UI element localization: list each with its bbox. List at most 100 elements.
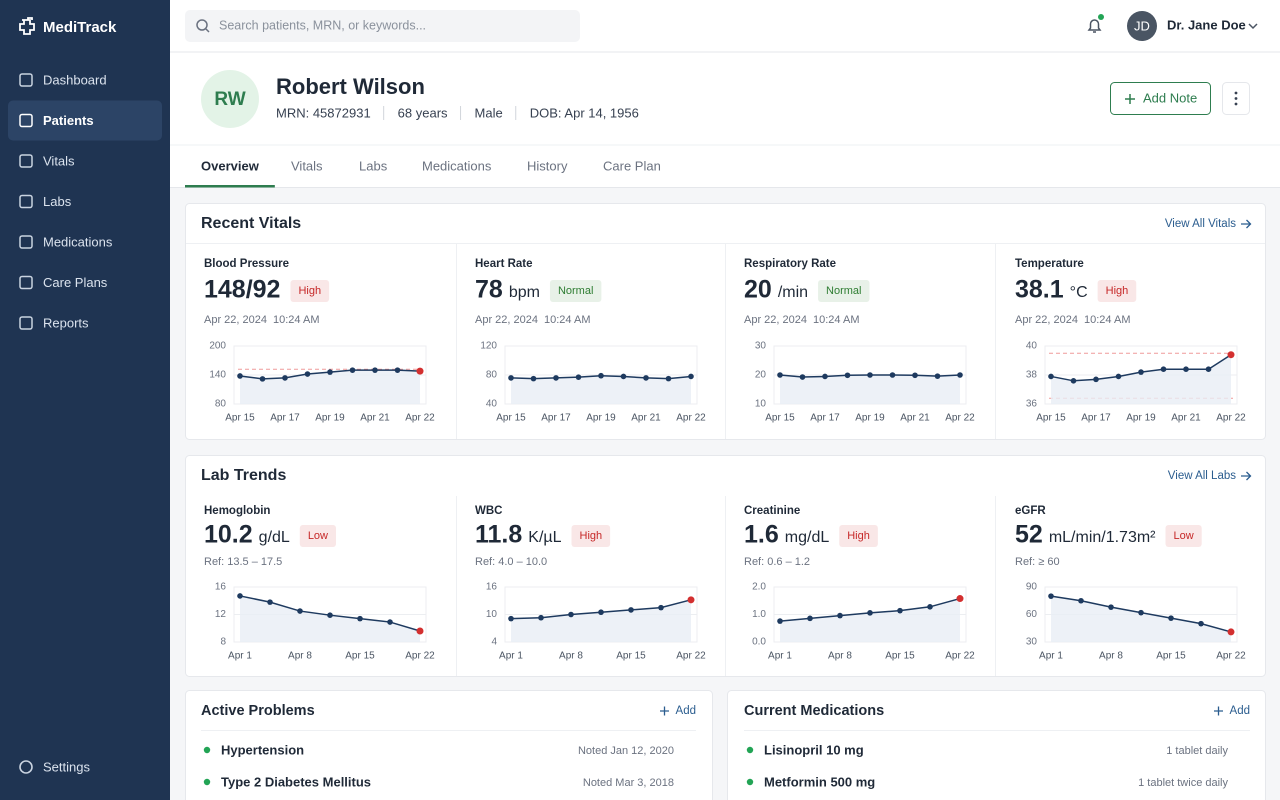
user-menu-chevron[interactable] <box>1248 23 1258 30</box>
data-point <box>282 375 288 381</box>
data-point <box>568 611 574 618</box>
item-name[interactable]: Metformin 500 mg <box>764 774 875 789</box>
y-tick-label: 8 <box>220 637 226 648</box>
user-name[interactable]: Dr. Jane Doe <box>1167 17 1246 32</box>
section-title: Active Problems <box>201 703 315 719</box>
card-value: 1.6 <box>744 521 779 549</box>
card-unit: mg/dL <box>785 529 830 546</box>
tab[interactable]: Medications <box>422 158 492 173</box>
notifications[interactable] <box>1087 19 1102 33</box>
data-point <box>1108 604 1114 610</box>
card-ref: Ref: 13.5 – 17.5 <box>204 556 282 568</box>
tab[interactable]: History <box>527 158 568 173</box>
card-time: 10:24 AM <box>544 314 590 326</box>
tab[interactable]: Vitals <box>291 158 323 173</box>
y-tick-label: 60 <box>1026 609 1038 620</box>
x-tick-label: Apr 15 <box>345 651 375 662</box>
x-tick-label: Apr 17 <box>270 413 300 424</box>
y-tick-label: 10 <box>486 609 498 620</box>
x-tick-label: Apr 19 <box>1126 413 1156 424</box>
data-point <box>867 610 873 616</box>
x-tick-label: Apr 22 <box>405 651 435 662</box>
x-tick-label: Apr 22 <box>1216 413 1246 424</box>
add-note-label: Add Note <box>1143 90 1197 105</box>
section-link[interactable]: View All Vitals <box>1165 218 1236 230</box>
status-badge-label: Normal <box>826 285 861 297</box>
status-dot <box>203 746 211 754</box>
user-avatar[interactable] <box>1127 11 1157 41</box>
item-detail: 1 tablet daily <box>1166 745 1228 757</box>
section-link[interactable]: View All Labs <box>1168 470 1236 482</box>
add-icon <box>660 706 669 716</box>
tab[interactable]: Labs <box>359 158 388 173</box>
nav-icon <box>19 235 33 249</box>
settings-link[interactable]: Settings <box>43 759 90 774</box>
y-tick-label: 120 <box>480 341 497 352</box>
nav-item[interactable]: Reports <box>43 315 89 330</box>
tab[interactable]: Overview <box>201 158 260 173</box>
nav-icon <box>19 73 33 87</box>
add-note-button[interactable] <box>1110 82 1211 115</box>
nav-item[interactable]: Care Plans <box>43 275 108 290</box>
data-point <box>807 615 813 622</box>
notification-dot <box>1098 14 1104 20</box>
y-tick-label: 200 <box>209 341 226 352</box>
data-point <box>844 372 851 379</box>
x-tick-label: Apr 17 <box>1081 413 1111 424</box>
card-date: Apr 22, 2024 <box>1015 314 1078 326</box>
card-ref: Ref: 4.0 – 10.0 <box>475 556 547 568</box>
data-point <box>1160 366 1167 373</box>
data-point <box>327 369 333 375</box>
data-point <box>1048 373 1054 380</box>
item-name[interactable]: Type 2 Diabetes Mellitus <box>221 774 371 789</box>
data-point <box>1205 366 1212 373</box>
nav: Dashboard Patients Vitals Labs Medications Ca… <box>8 72 162 330</box>
data-point <box>297 608 303 614</box>
y-tick-label: 80 <box>215 399 227 410</box>
status-badge-label: High <box>847 530 870 542</box>
data-point <box>658 604 664 611</box>
settings-icon <box>19 760 33 774</box>
y-tick-label: 4 <box>491 637 497 648</box>
nav-item[interactable]: Patients <box>43 113 94 128</box>
status-badge <box>571 525 611 547</box>
card-time: 10:24 AM <box>813 314 859 326</box>
nav-item[interactable]: Dashboard <box>43 72 107 87</box>
x-tick-label: Apr 8 <box>288 651 312 662</box>
tab[interactable]: Care Plan <box>603 158 661 173</box>
nav-item[interactable]: Medications <box>43 234 113 249</box>
patient-age: 68 years <box>398 105 448 120</box>
data-point <box>897 607 903 614</box>
content: Recent Vitals View All Vitals Lab Trends Vi… <box>186 215 1265 789</box>
item-detail: Noted Jan 12, 2020 <box>578 745 674 757</box>
y-tick-label: 40 <box>486 399 498 410</box>
status-badge-label: High <box>580 530 603 542</box>
search-box[interactable] <box>185 10 580 42</box>
item-name[interactable]: Lisinopril 10 mg <box>764 742 864 757</box>
data-point <box>934 373 941 379</box>
data-point <box>643 375 649 381</box>
status-badge <box>299 525 336 547</box>
card-label: Heart Rate <box>475 258 533 270</box>
patient-sex: Male <box>475 105 503 120</box>
problems-card <box>185 690 713 800</box>
data-point <box>688 373 694 380</box>
logo-icon <box>19 17 35 35</box>
patient-initials: RW <box>214 89 245 110</box>
data-point <box>912 372 918 379</box>
data-point <box>1227 628 1235 636</box>
app-name: MediTrack <box>43 19 117 36</box>
nav-item[interactable]: Vitals <box>43 153 75 168</box>
item-detail: Noted Mar 3, 2018 <box>583 777 674 789</box>
link-arrow <box>1241 471 1252 481</box>
x-tick-label: Apr 8 <box>559 651 583 662</box>
add-button[interactable]: Add <box>1230 705 1250 717</box>
add-button[interactable]: Add <box>676 705 696 717</box>
data-point <box>237 593 243 599</box>
nav-item[interactable]: Labs <box>43 194 72 209</box>
x-tick-label: Apr 8 <box>1099 651 1123 662</box>
card-value: 78 <box>475 276 503 304</box>
search-placeholder: Search patients, MRN, or keywords... <box>219 18 426 32</box>
item-name[interactable]: Hypertension <box>221 742 304 757</box>
